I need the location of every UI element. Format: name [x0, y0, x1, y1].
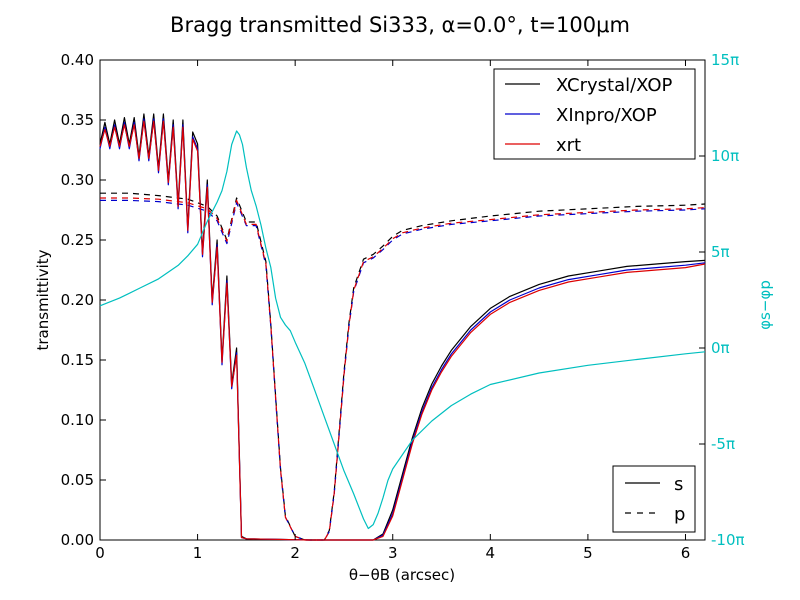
x-tick-label: 4	[486, 544, 496, 562]
y-tick-label: 0.30	[61, 171, 94, 189]
y-axis-label: transmittivity	[34, 249, 52, 350]
series-layer	[99, 113, 706, 541]
series-line-xrt-s	[99, 120, 706, 541]
y-right-tick-label: 5π	[711, 243, 730, 261]
x-tick-label: 1	[193, 544, 203, 562]
y-right-tick-label: 10π	[711, 147, 739, 165]
x-axis-label: θ−θB (arcsec)	[349, 566, 455, 584]
legend-label-xcrystal: XCrystal/XOP	[556, 75, 673, 96]
y-tick-label: 0.25	[61, 231, 94, 249]
ticks-layer: 0 1 2 3 4 5 6 0.00 0.05 0.10 0.15 0.20 0.25 0.30 0.35 0…	[61, 51, 745, 562]
y-right-tick-label: 15π	[711, 51, 739, 69]
x-tick-label: 2	[290, 544, 300, 562]
y-right-tick-label: 0π	[711, 339, 730, 357]
y-tick-label: 0.10	[61, 411, 94, 429]
x-tick-label: 3	[388, 544, 398, 562]
y-tick-label: 0.35	[61, 111, 94, 129]
x-tick-label: 5	[583, 544, 593, 562]
right-axis-label: φs−φp	[756, 280, 774, 330]
legend-label-s: s	[674, 474, 683, 495]
y-tick-label: 0.40	[61, 51, 94, 69]
series-line-xinpro-xop-p	[100, 199, 706, 541]
chart-title: Bragg transmitted Si333, α=0.0°, t=100μm	[170, 13, 630, 37]
y-right-tick-label: -5π	[711, 435, 735, 453]
series-line-xrt-p	[100, 197, 706, 541]
y-tick-label: 0.05	[61, 471, 94, 489]
y-tick-label: 0.15	[61, 351, 94, 369]
x-tick-label: 6	[681, 544, 691, 562]
legend-polarization-frame	[612, 465, 696, 533]
legend-sources: XCrystal/XOP XInpro/XOP xrt	[493, 68, 696, 160]
series-line-phase-difference	[99, 130, 706, 530]
x-tick-label: 0	[95, 544, 105, 562]
legend-label-xinpro: XInpro/XOP	[556, 105, 657, 126]
y-tick-label: 0.20	[61, 291, 94, 309]
legend-label-p: p	[674, 504, 685, 525]
y-tick-label: 0.00	[61, 531, 94, 549]
legend-label-xrt: xrt	[556, 135, 581, 156]
y-right-tick-label: -10π	[711, 531, 745, 549]
legend-polarization: s p	[612, 465, 696, 533]
